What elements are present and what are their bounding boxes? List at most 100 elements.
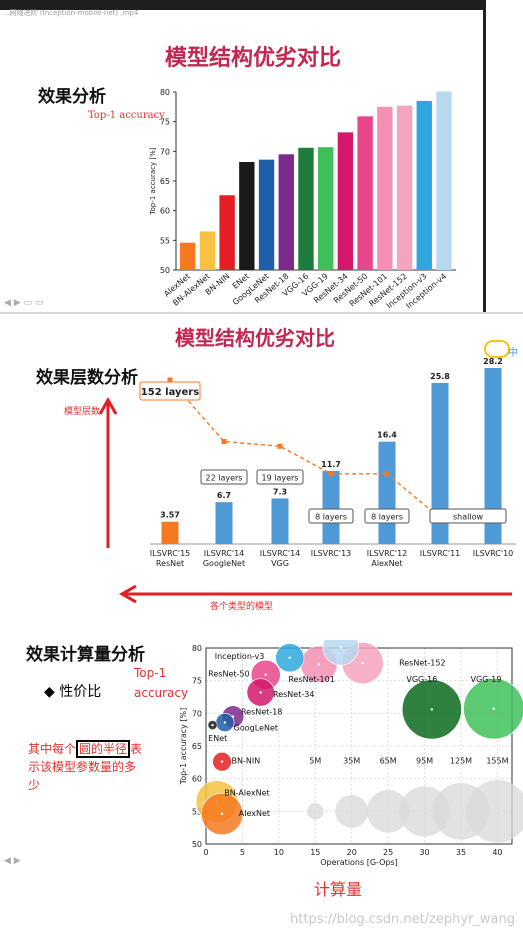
y-tick-label: 50 <box>192 840 202 849</box>
size-legend-label: 65M <box>380 757 397 766</box>
point-center <box>223 721 227 724</box>
y-tick-label: 60 <box>192 775 202 784</box>
bar-value-label: 6.7 <box>217 491 231 500</box>
point-label: ResNet-34 <box>273 690 314 699</box>
x-tick-label: 0 <box>203 848 208 857</box>
window-title: ...网络进阶 (Inception-mobile-net) .mp4 <box>3 9 139 17</box>
compute-label: 计算量 <box>314 880 363 899</box>
layers-trend-point <box>328 471 334 477</box>
bar-inception-v3 <box>416 100 432 271</box>
radius-note: 其中每个 圆的半径 表示该模型参数量的多少 <box>28 740 146 794</box>
bar-bn-nin <box>219 195 235 270</box>
corner-logo-icon <box>484 340 510 358</box>
bar-resnet-101 <box>377 106 393 270</box>
depth-bar <box>484 368 502 544</box>
slide-1-section: 效果分析 <box>38 87 106 107</box>
y-axis-label: Top-1 accuracy [%] <box>149 147 157 215</box>
y-tick-label: 80 <box>192 644 202 653</box>
layers-trend-point <box>384 471 390 477</box>
bar-resnet-34 <box>337 132 354 270</box>
point-label: ResNet-18 <box>241 708 282 717</box>
slide-nav-controls[interactable]: ◀ ▶ ▭ ▭ <box>4 298 44 308</box>
bar-value-label: 11.7 <box>321 460 341 469</box>
models-axis-annotation: 各个类型的模型 <box>210 602 274 612</box>
point-center <box>220 812 224 816</box>
depth-bar <box>431 382 449 544</box>
layers-trend-point <box>221 439 227 445</box>
point-center <box>259 691 262 694</box>
x-tick-label: 25 <box>383 848 393 857</box>
point-label: AlexNet <box>239 809 270 818</box>
slide-1-title: 模型结构优劣对比 <box>165 46 342 71</box>
point-center <box>264 673 267 676</box>
x-tick-label: 20 <box>347 848 357 857</box>
size-legend-circle <box>307 803 324 820</box>
bar-resnet-50 <box>357 116 373 271</box>
y-tick-label: 65 <box>160 177 170 186</box>
size-legend-label: 5M <box>309 757 321 766</box>
bar-inception-v4 <box>436 91 452 270</box>
bullet-text: 性价比 <box>59 684 102 700</box>
bar-value-label: 16.4 <box>377 431 397 440</box>
point-center <box>317 663 321 666</box>
point-label: BN-NIN <box>232 757 261 766</box>
bar-value-label: 3.57 <box>160 511 180 520</box>
point-label: ENet <box>208 734 227 743</box>
slide-3-nav-controls[interactable]: ◀ ▶ <box>4 856 21 866</box>
models-axis-arrowhead-icon <box>118 584 137 604</box>
bar-resnet-18 <box>278 154 294 270</box>
size-legend-circle <box>366 789 410 833</box>
x-tick-label: ILSVRC'14 <box>260 549 301 558</box>
point-center <box>211 723 214 727</box>
x-tick-label: ILSVRC'14 <box>204 549 245 558</box>
y-tick-label: 70 <box>192 709 202 718</box>
y-tick-label: 50 <box>160 266 170 275</box>
bar-resnet-152 <box>396 105 413 270</box>
layer-label: 8 layers <box>315 513 347 522</box>
y-tick-label: 65 <box>192 742 202 751</box>
x-tick-label: ILSVRC'12 <box>367 549 408 558</box>
y-tick-label: 55 <box>160 236 170 245</box>
depth-bar-chart: 3.57ILSVRC'15ResNet6.7ILSVRC'14GoogleNet… <box>98 357 516 604</box>
point-label: VGG-19 <box>470 675 501 684</box>
layer-label-box <box>256 469 304 485</box>
radius-note-boxed: 圆的半径 <box>76 740 131 758</box>
bar-alexnet <box>180 242 196 270</box>
x-tick-label: ILSVRC'10 <box>473 549 514 558</box>
layer-label-box <box>200 469 248 485</box>
y-tick-label: 75 <box>192 677 202 686</box>
x-tick-sublabel: VGG <box>271 559 289 568</box>
radius-note-part-1: 其中每个 <box>28 742 77 756</box>
size-legend-circle <box>335 794 369 828</box>
x-tick-label: 30 <box>419 848 429 857</box>
point-label: BN-AlexNet <box>224 789 269 798</box>
point-center <box>492 707 495 710</box>
y-tick-label: 55 <box>192 807 202 816</box>
point-inception-v4 <box>322 640 359 666</box>
x-axis-label: Operations [G-Ops] <box>320 858 398 867</box>
x-tick-sublabel: GoogleNet <box>203 559 245 568</box>
x-tick-sublabel: AlexNet <box>371 559 402 568</box>
x-tick-label: 5 <box>240 848 245 857</box>
slide-2-title: 模型结构优劣对比 <box>175 326 335 350</box>
size-legend-label: 125M <box>450 757 472 766</box>
depth-bar <box>322 470 340 544</box>
layers-axis-annotation: 模型层数 <box>64 407 101 417</box>
window-titlebar: ...网络进阶 (Inception-mobile-net) .mp4 <box>0 0 486 17</box>
point-label: VGG-16 <box>406 675 437 684</box>
layer-label: 152 layers <box>141 387 199 398</box>
layer-label: shallow <box>453 513 483 522</box>
point-center <box>220 760 224 763</box>
x-tick-label: ILSVRC'11 <box>420 549 461 558</box>
bar-value-label: 25.8 <box>430 372 450 381</box>
point-label: ResNet-101 <box>288 675 335 684</box>
y-tick-label: 70 <box>160 147 170 156</box>
layer-label: 22 layers <box>206 474 243 483</box>
depth-bar <box>161 521 179 544</box>
point-center <box>288 656 291 659</box>
corner-logo-char-icon: 中 <box>508 348 518 359</box>
size-legend-label: 95M <box>416 757 433 766</box>
x-tick-label: ILSVRC'13 <box>311 549 352 558</box>
layers-trend-point <box>167 377 173 383</box>
